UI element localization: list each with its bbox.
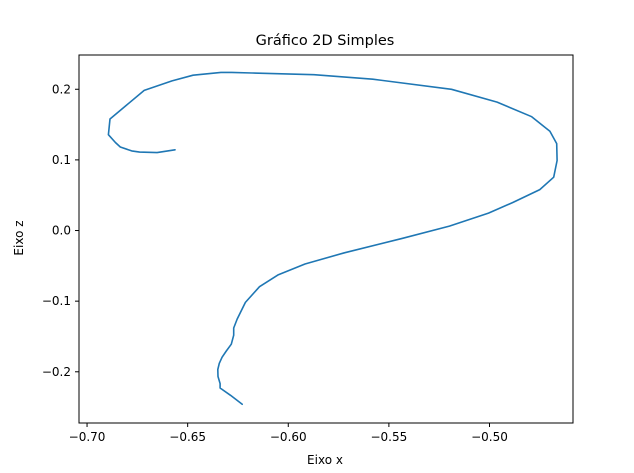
x-tick-label: −0.70 xyxy=(69,430,106,444)
x-axis-ticks: −0.70 −0.65 −0.60 −0.55 −0.50 xyxy=(69,423,508,444)
y-tick-label: 0.2 xyxy=(52,82,71,96)
series-line xyxy=(107,71,558,406)
y-axis-label: Eixo z xyxy=(12,220,26,255)
axes-frame xyxy=(78,54,574,424)
x-tick-label: −0.65 xyxy=(169,430,206,444)
x-tick-label: −0.55 xyxy=(370,430,407,444)
y-tick-label: 0.1 xyxy=(52,153,71,167)
x-tick-label: −0.60 xyxy=(270,430,307,444)
y-tick-label: 0.0 xyxy=(52,224,71,238)
plot-area xyxy=(78,54,574,424)
x-tick-label: −0.50 xyxy=(471,430,508,444)
y-tick-label: −0.2 xyxy=(42,365,71,379)
y-tick-label: −0.1 xyxy=(42,294,71,308)
x-axis-label: Eixo x xyxy=(307,453,343,467)
y-axis-ticks: −0.2 −0.1 0.0 0.1 0.2 xyxy=(42,82,79,379)
chart-title: Gráfico 2D Simples xyxy=(256,33,395,49)
